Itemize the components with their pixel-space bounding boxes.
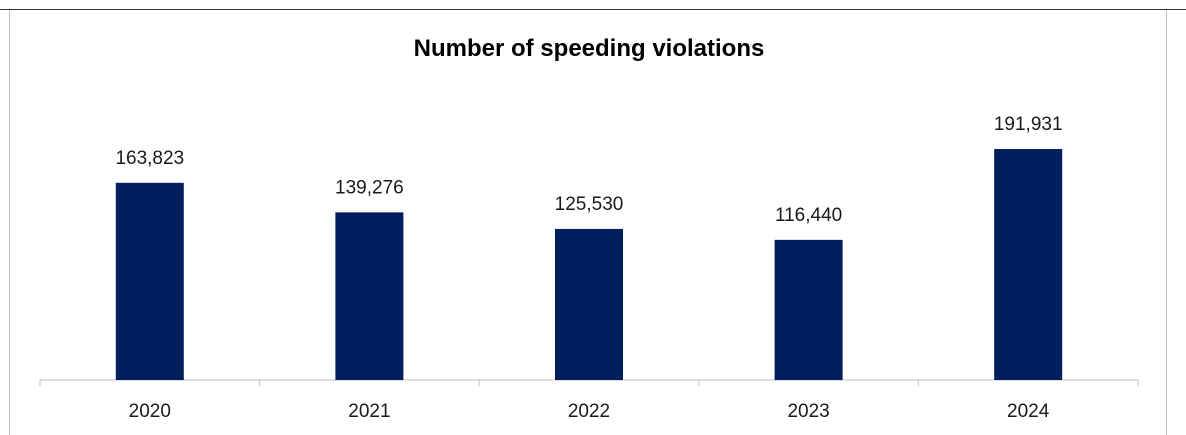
bar-2023 [774,239,843,380]
chart-title: Number of speeding violations [414,35,765,62]
x-tick-label-2020: 2020 [129,401,171,422]
value-label-2023: 116,440 [775,205,842,226]
top-rule [0,9,1186,10]
x-tick-label-2021: 2021 [348,401,390,422]
x-tick-label-2022: 2022 [568,401,610,422]
chart-frame [9,10,1167,435]
bar-2024 [994,149,1063,380]
value-labels-layer: 163,823 139,276 125,530 116,440 191,931 [115,114,1062,226]
bar-2021 [335,212,404,380]
x-tick-label-2023: 2023 [787,401,829,422]
value-label-2022: 125,530 [555,194,624,215]
x-tick-label-2024: 2024 [1007,401,1050,422]
value-label-2024: 191,931 [994,114,1063,135]
value-label-2020: 163,823 [115,148,184,169]
value-label-2021: 139,276 [335,177,404,198]
bar-2022 [555,228,623,380]
bars-layer [115,149,1063,380]
x-tick-labels-layer: 2020 2021 2022 2023 2024 [39,380,1139,422]
bar-2020 [115,182,184,380]
